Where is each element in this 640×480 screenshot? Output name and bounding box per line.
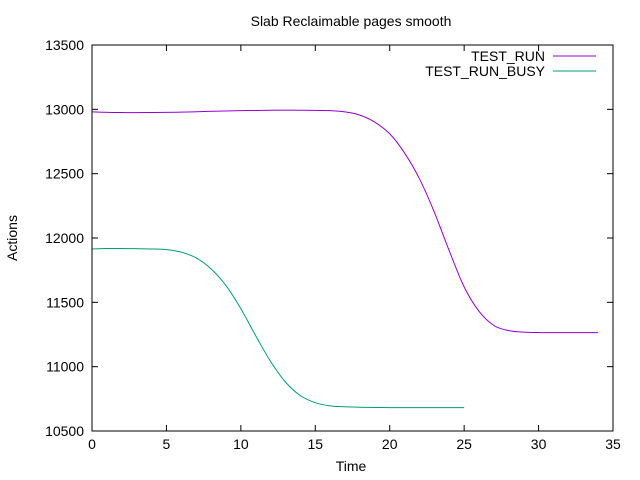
x-tick-label: 35	[605, 436, 621, 452]
y-tick-label: 13500	[45, 37, 84, 53]
y-tick-label: 13000	[45, 101, 84, 117]
axis-ticks: 0 5 10 15 20 25 30 35 10500 11000 11500 12000 12500 1…	[45, 37, 621, 452]
y-tick-label: 11000	[46, 359, 84, 375]
plot-frame	[91, 44, 614, 432]
x-axis-label: Time	[336, 458, 367, 474]
x-tick-label: 15	[307, 436, 323, 452]
series-line-test-run-busy	[91, 248, 465, 409]
x-tick-label: 20	[382, 436, 398, 452]
series-lines	[91, 109, 599, 409]
y-tick-label: 11500	[46, 294, 84, 310]
y-tick-label: 12500	[45, 166, 84, 182]
y-tick-label: 12000	[45, 230, 84, 246]
x-tick-label: 0	[88, 436, 96, 452]
legend-label-test-run: TEST_RUN	[471, 48, 545, 64]
y-axis-label: Actions	[4, 215, 20, 261]
x-tick-label: 30	[531, 436, 547, 452]
x-tick-label: 5	[163, 436, 171, 452]
chart-title: Slab Reclaimable pages smooth	[251, 13, 452, 29]
series-line-test-run	[91, 109, 599, 334]
y-tick-label: 10500	[45, 423, 84, 439]
legend-label-test-run-busy: TEST_RUN_BUSY	[425, 63, 545, 79]
x-tick-label: 25	[456, 436, 472, 452]
x-tick-label: 10	[233, 436, 249, 452]
